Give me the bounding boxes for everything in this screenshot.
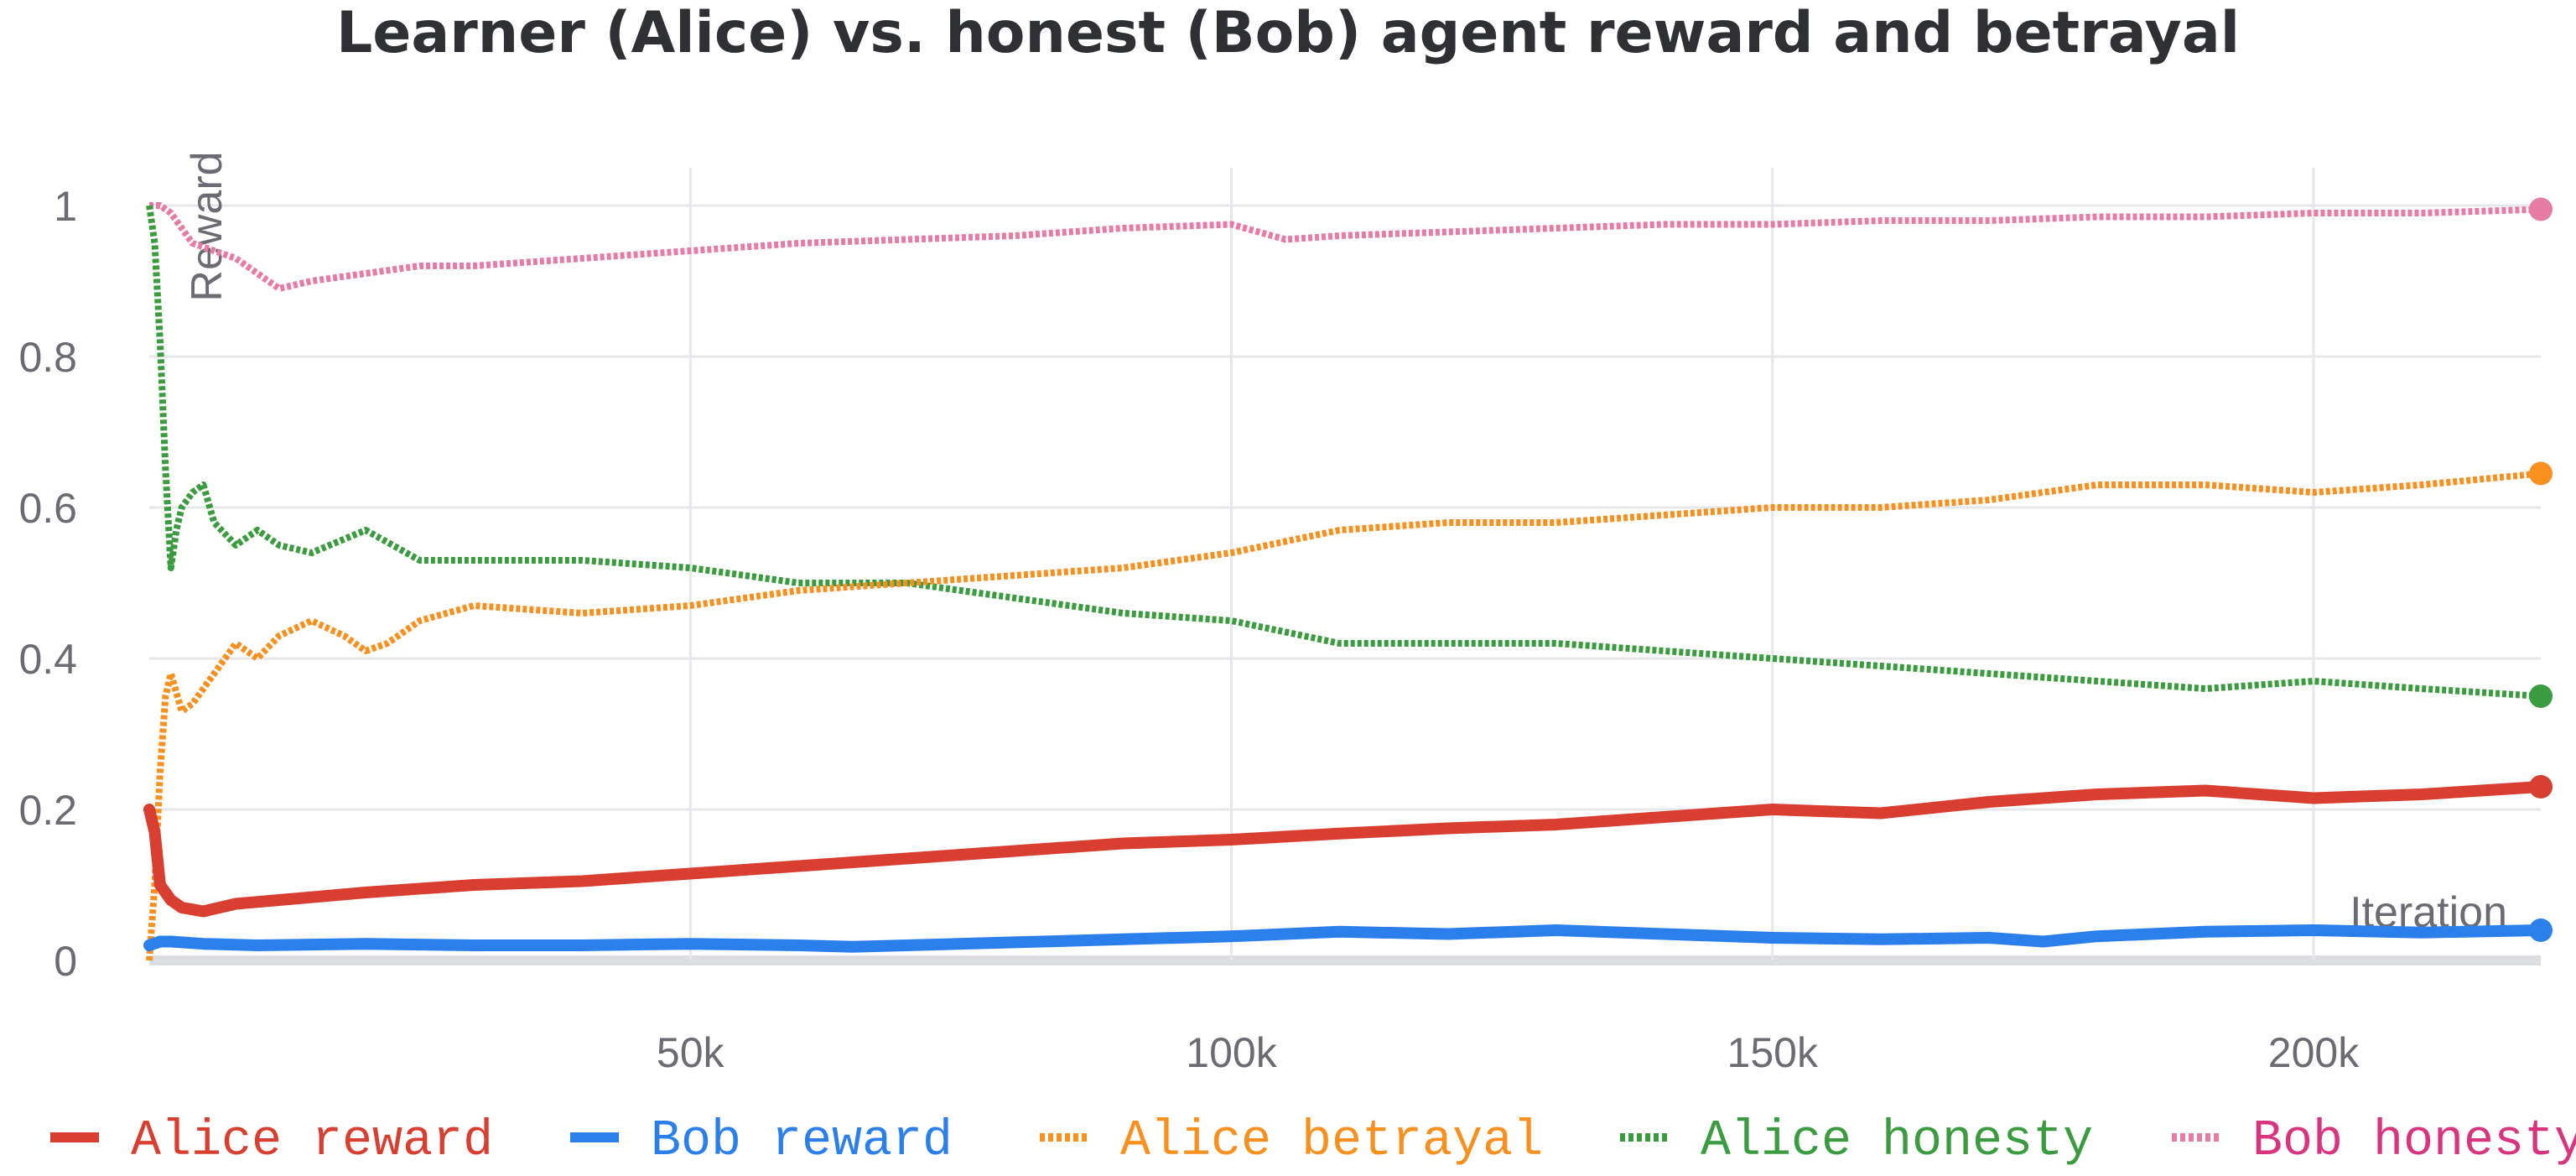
legend-label: Bob reward [651, 1113, 953, 1170]
y-tick-label: 0.2 [18, 787, 77, 834]
series-end-marker-bob-reward [2529, 918, 2553, 942]
legend: Alice reward Bob reward Alice betrayal Alic… [50, 1113, 2576, 1170]
series-layer [143, 197, 2553, 961]
series-line-alice-betrayal [146, 470, 2542, 961]
y-tick-label: 1 [54, 183, 77, 230]
legend-label: Alice honesty [1701, 1113, 2093, 1170]
legend-label: Alice reward [131, 1113, 493, 1170]
y-axis-label: Reward [183, 151, 231, 301]
y-tick-label: 0.4 [18, 636, 77, 683]
y-axis-ticks: 0 0.2 0.4 0.6 0.8 1 [18, 183, 77, 985]
series-line-alice-reward [143, 781, 2547, 918]
x-axis-ticks: 50k 100k 150k 200k [657, 1029, 2360, 1076]
series-end-marker-alice-betrayal [2529, 461, 2553, 486]
series-line-bob-reward [143, 924, 2547, 953]
y-tick-label: 0.8 [18, 334, 77, 381]
series-end-marker-bob-honesty [2529, 197, 2553, 221]
x-tick-label: 50k [657, 1029, 725, 1076]
x-tick-label: 150k [1727, 1029, 1819, 1076]
legend-label: Bob honesty [2252, 1113, 2576, 1170]
y-tick-label: 0.6 [18, 485, 77, 532]
grid-layer [149, 168, 2541, 965]
legend-label: Alice betrayal [1120, 1113, 1543, 1170]
series-line-alice-honesty [146, 205, 2542, 700]
chart-title: Learner (Alice) vs. honest (Bob) agent r… [336, 0, 2240, 66]
series-end-marker-alice-honesty [2529, 684, 2553, 708]
series-line-bob-honesty [149, 202, 2542, 292]
x-tick-label: 200k [2268, 1029, 2360, 1076]
series-end-marker-alice-reward [2529, 775, 2553, 799]
x-tick-label: 100k [1186, 1029, 1277, 1076]
y-tick-label: 0 [54, 938, 77, 985]
